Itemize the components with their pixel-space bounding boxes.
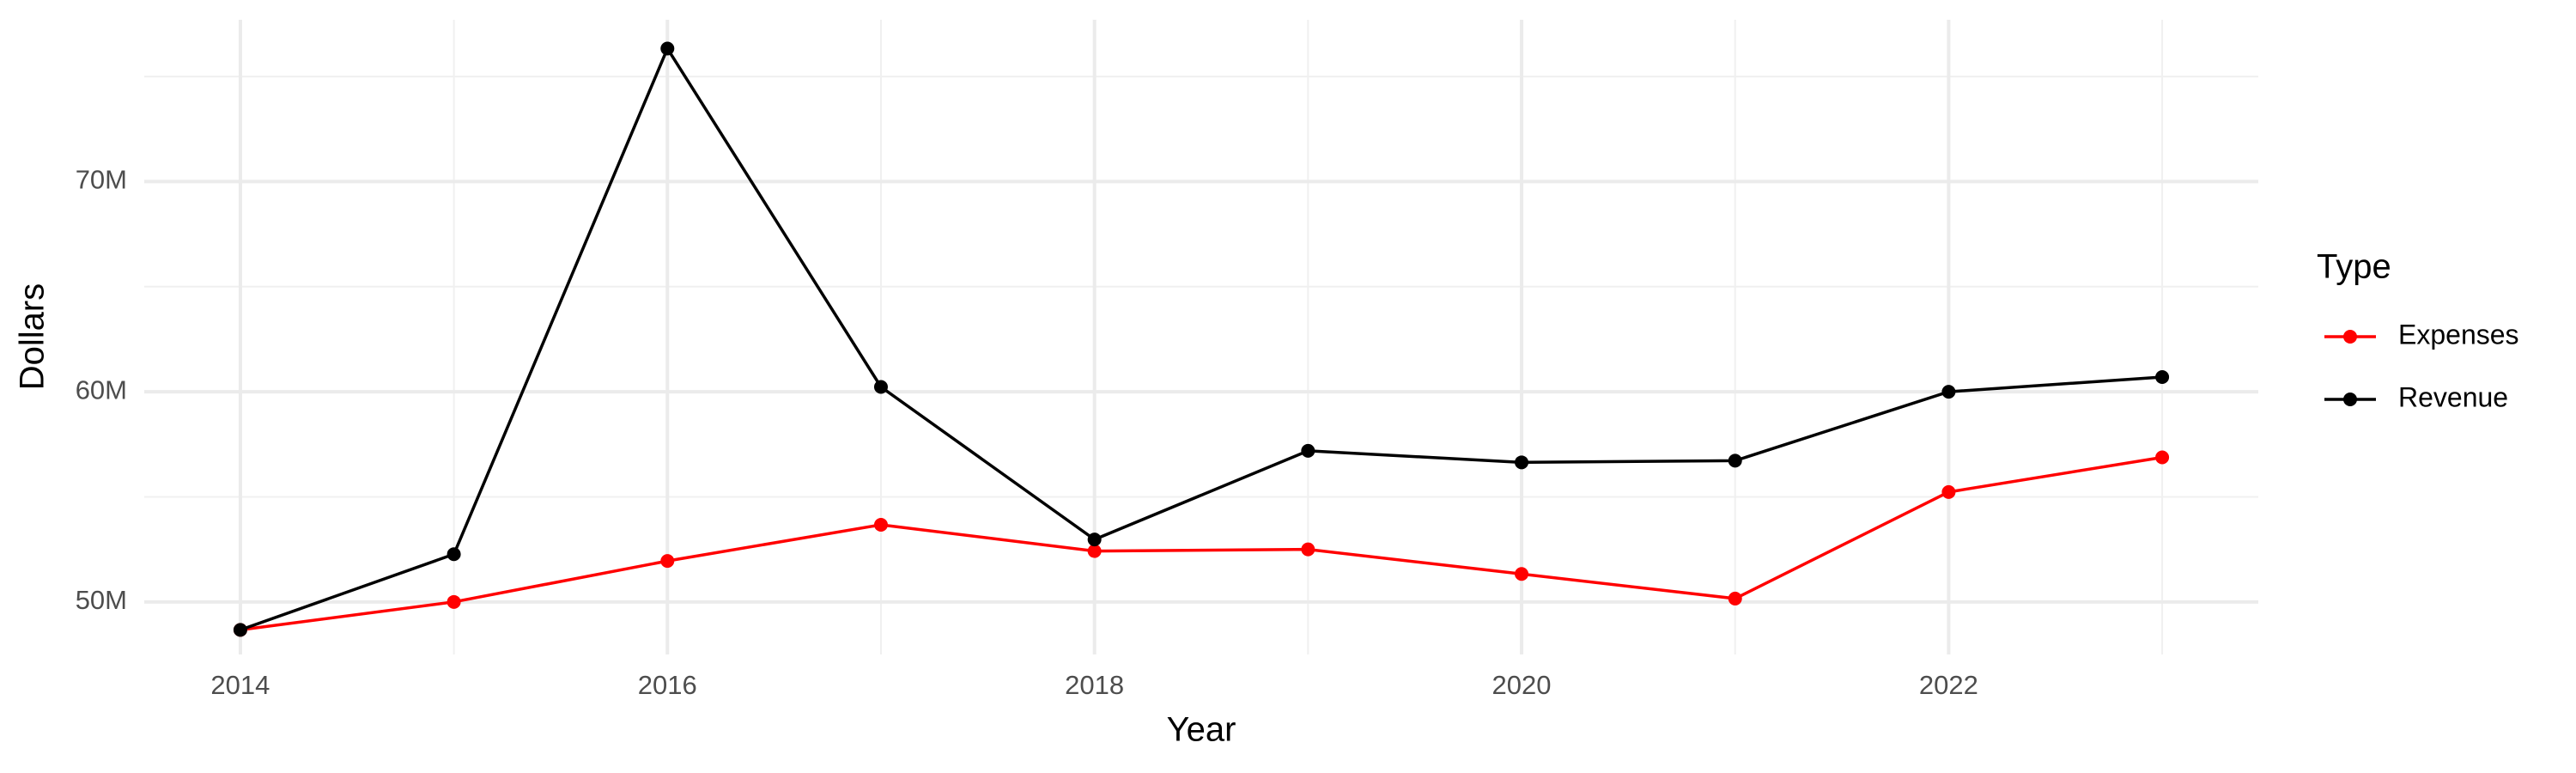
data-point	[660, 41, 675, 56]
x-tick-label: 2022	[1919, 670, 1978, 700]
data-point	[447, 594, 461, 609]
data-point	[660, 554, 675, 569]
data-point	[1301, 542, 1315, 557]
data-point	[233, 623, 247, 637]
x-tick-label: 2014	[210, 670, 270, 700]
data-point	[1728, 591, 1742, 606]
data-point	[2155, 450, 2170, 465]
data-point	[1515, 567, 1529, 581]
data-point	[873, 518, 888, 533]
data-point	[2155, 369, 2170, 384]
legend-text: Revenue	[2398, 381, 2508, 412]
data-point	[873, 380, 888, 394]
x-tick-label: 2016	[638, 670, 697, 700]
legend-key-point	[2343, 330, 2357, 344]
y-axis-title: Dollars	[14, 283, 52, 390]
y-tick-label: 70M	[76, 165, 127, 195]
data-point	[1941, 385, 1956, 399]
data-point	[447, 547, 461, 562]
data-point	[1941, 484, 1956, 499]
data-point	[1301, 443, 1315, 458]
data-point	[1515, 455, 1529, 470]
legend-key-point	[2343, 393, 2357, 406]
legend-title: Type	[2317, 248, 2391, 286]
x-tick-label: 2018	[1065, 670, 1124, 700]
y-tick-label: 50M	[76, 585, 127, 615]
data-point	[1087, 544, 1102, 558]
series-line	[240, 45, 2163, 632]
series-line	[240, 455, 2163, 632]
y-tick-label: 60M	[76, 374, 127, 405]
data-point	[1728, 453, 1742, 468]
data-point	[1087, 533, 1102, 547]
x-axis-title: Year	[1167, 711, 1236, 749]
x-tick-label: 2020	[1492, 670, 1552, 700]
legend-text: Expenses	[2398, 319, 2519, 350]
